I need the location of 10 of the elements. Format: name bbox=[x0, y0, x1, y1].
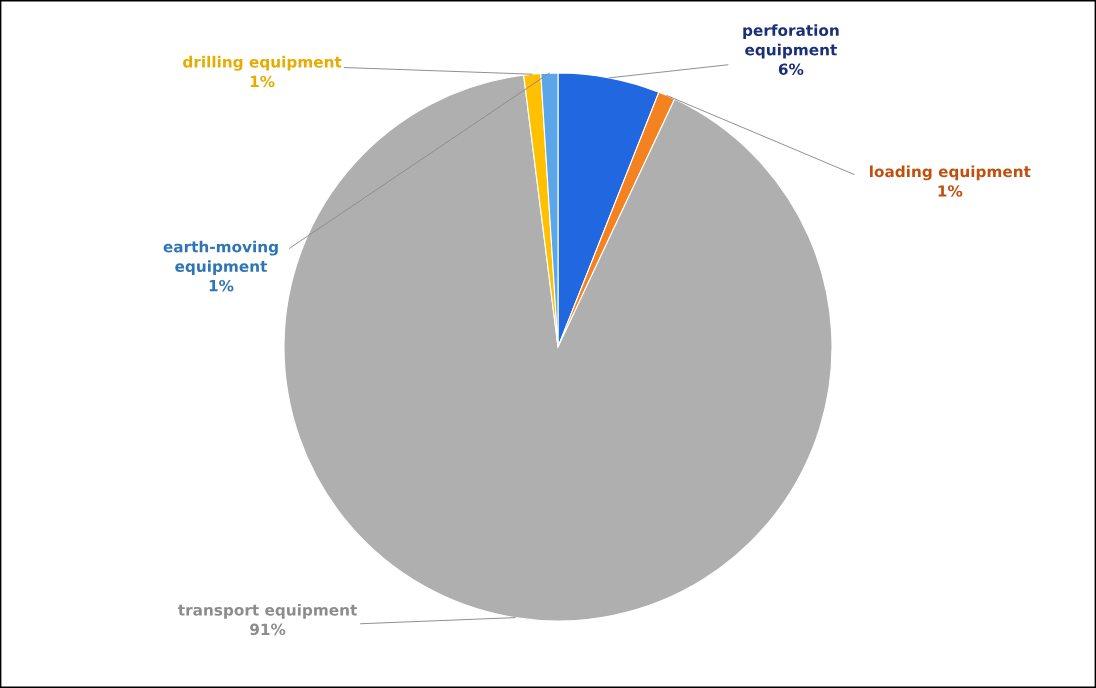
slice-label: earth-moving equipment bbox=[163, 240, 278, 275]
data-label: 91% bbox=[250, 623, 286, 636]
slice-label: loading equipment bbox=[870, 165, 1031, 181]
data-label: 1% bbox=[938, 185, 963, 197]
slice-label: transport equipment bbox=[178, 603, 357, 619]
slice-label: drilling equipment bbox=[183, 55, 342, 71]
slice-label: perforation equipment bbox=[743, 24, 839, 59]
data-label: 1% bbox=[209, 279, 234, 292]
data-label: 6% bbox=[778, 63, 804, 75]
data-label: 1% bbox=[250, 75, 275, 88]
